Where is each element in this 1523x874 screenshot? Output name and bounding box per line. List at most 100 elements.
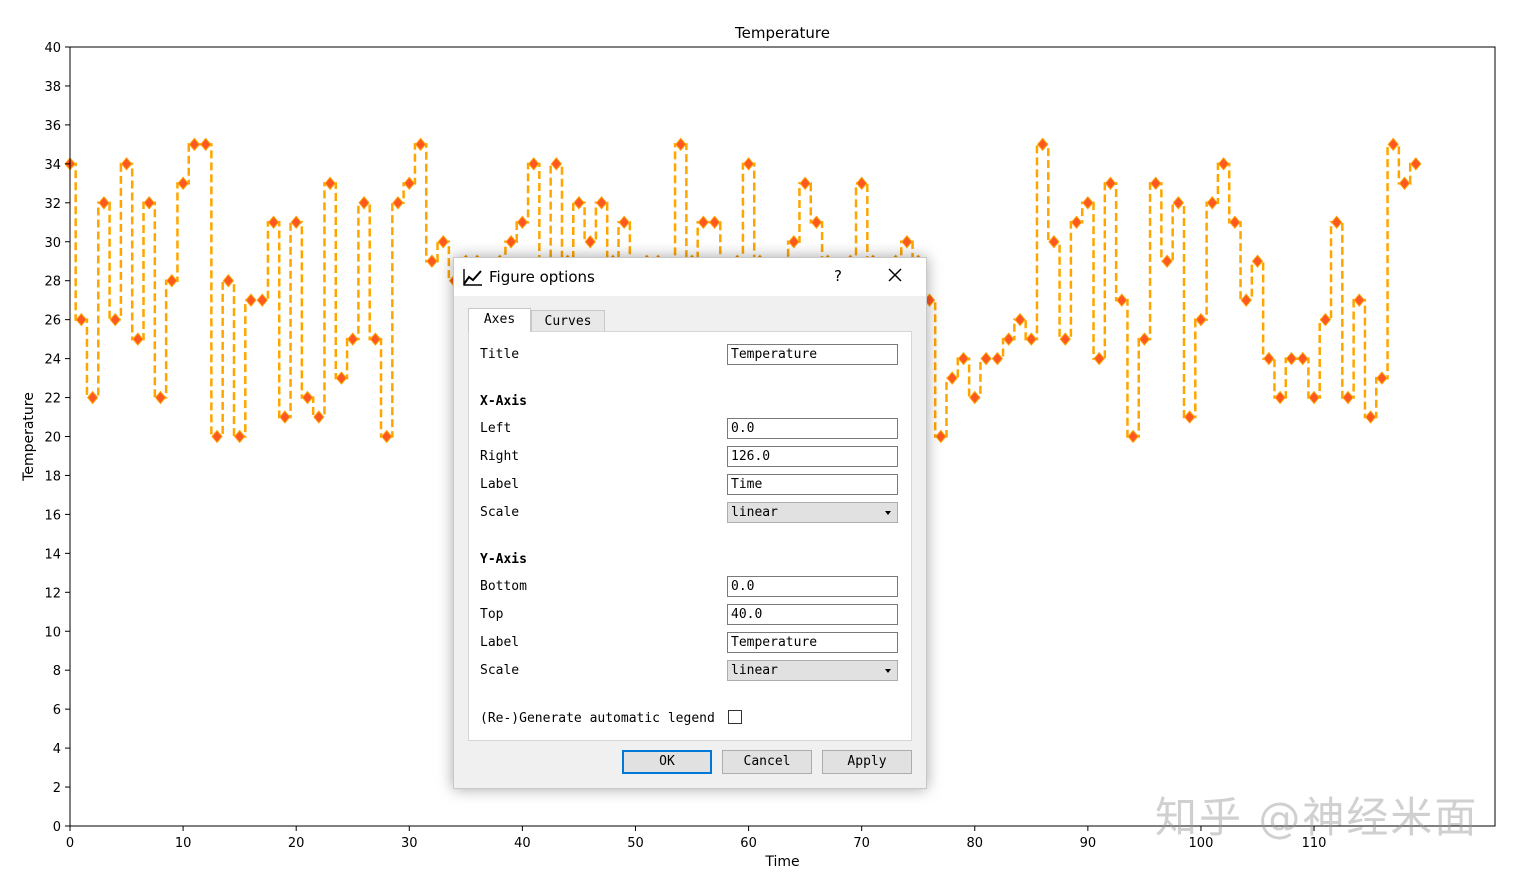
data-point <box>1150 176 1162 191</box>
y-tick-label: 38 <box>44 80 61 95</box>
axis-ticks: 0 10 20 30 40 50 60 70 80 90 100 110024681012141618… <box>44 41 1326 851</box>
data-point <box>109 312 121 327</box>
help-button[interactable]: ? <box>834 267 842 285</box>
data-point <box>1172 196 1184 210</box>
data-point <box>856 176 868 191</box>
x-tick-label: 30 <box>401 836 418 851</box>
data-point <box>1014 312 1026 327</box>
data-point <box>935 429 947 444</box>
data-point <box>516 215 529 230</box>
data-point <box>901 234 913 249</box>
data-point <box>1195 312 1207 327</box>
figure-options-dialog: Figure options ? Axes Curves Title X-Axi… <box>453 257 927 789</box>
y-tick-label: 0 <box>53 820 61 835</box>
chart-title: Temperature <box>734 24 830 42</box>
data-point <box>1059 332 1071 346</box>
data-point <box>810 215 823 230</box>
close-icon[interactable] <box>888 268 902 282</box>
data-point <box>528 157 540 171</box>
data-point <box>381 429 393 444</box>
y-tick-label: 24 <box>44 353 61 368</box>
data-point <box>1319 312 1332 327</box>
x-scale-select[interactable]: linear <box>727 502 898 523</box>
data-point <box>708 215 721 230</box>
data-point <box>1003 332 1015 346</box>
data-point <box>991 351 1004 366</box>
x-left-label: Left <box>480 421 512 436</box>
x-tick-label: 110 <box>1302 836 1327 851</box>
chevron-down-icon <box>885 669 891 673</box>
data-point <box>143 196 155 210</box>
ok-button[interactable]: OK <box>622 750 712 774</box>
y-bottom-input[interactable] <box>727 576 898 597</box>
x-tick-label: 40 <box>514 836 531 851</box>
data-point <box>595 196 608 210</box>
x-tick-label: 10 <box>175 836 192 851</box>
y-tick-label: 2 <box>53 781 61 796</box>
data-point <box>1274 390 1286 405</box>
title-input[interactable] <box>727 344 898 365</box>
data-point <box>1138 332 1151 346</box>
x-axis-header: X-Axis <box>480 394 527 409</box>
data-point <box>403 176 415 191</box>
y-label-input[interactable] <box>727 632 898 653</box>
y-top-input[interactable] <box>727 604 898 625</box>
y-tick-label: 18 <box>44 469 61 484</box>
title-label: Title <box>480 347 520 362</box>
data-point <box>618 215 630 230</box>
y-tick-label: 20 <box>44 431 61 446</box>
data-point <box>1070 215 1083 230</box>
data-point <box>75 312 87 327</box>
data-point <box>324 176 336 191</box>
apply-button[interactable]: Apply <box>822 750 912 774</box>
data-point <box>946 371 958 385</box>
y-tick-label: 32 <box>44 197 61 212</box>
x-left-input[interactable] <box>727 418 898 439</box>
y-tick-label: 34 <box>44 158 61 173</box>
data-point <box>1161 254 1173 269</box>
data-point <box>1263 351 1275 366</box>
data-point <box>1082 196 1094 210</box>
data-point <box>256 293 268 307</box>
data-point <box>132 332 144 346</box>
data-point <box>211 429 223 444</box>
y-scale-select[interactable]: linear <box>727 660 898 681</box>
data-point <box>1251 254 1264 269</box>
x-scale-value: linear <box>731 505 778 520</box>
data-point <box>1025 332 1037 346</box>
x-tick-label: 100 <box>1189 836 1214 851</box>
x-tick-label: 0 <box>66 836 74 851</box>
data-point <box>222 273 234 288</box>
x-tick-label: 50 <box>627 836 644 851</box>
x-label-label: Label <box>480 477 520 492</box>
x-right-input[interactable] <box>727 446 898 467</box>
x-tick-label: 70 <box>853 836 870 851</box>
data-point <box>437 234 449 249</box>
data-point <box>245 293 257 307</box>
y-tick-label: 12 <box>44 586 61 601</box>
y-axis-header: Y-Axis <box>480 552 527 567</box>
tab-axes[interactable]: Axes <box>468 308 531 332</box>
cancel-button[interactable]: Cancel <box>722 750 812 774</box>
tab-curves[interactable]: Curves <box>531 310 605 332</box>
data-point <box>414 137 427 152</box>
data-point <box>98 196 110 210</box>
data-point <box>1183 410 1196 424</box>
x-tick-label: 20 <box>288 836 305 851</box>
data-point <box>335 371 348 385</box>
data-point <box>742 157 755 171</box>
dialog-titlebar[interactable]: Figure options ? <box>454 258 926 296</box>
data-point <box>120 157 133 171</box>
data-point <box>1353 293 1365 307</box>
data-point <box>279 410 291 424</box>
y-top-label: Top <box>480 607 504 622</box>
data-point <box>1206 196 1218 210</box>
y-tick-label: 22 <box>44 392 61 407</box>
x-axis-label: Time <box>764 854 799 870</box>
data-point <box>1104 176 1117 191</box>
x-tick-label: 80 <box>966 836 983 851</box>
y-scale-label: Scale <box>480 663 520 678</box>
data-point <box>1376 371 1388 385</box>
x-label-input[interactable] <box>727 474 898 495</box>
legend-checkbox[interactable] <box>728 710 742 724</box>
